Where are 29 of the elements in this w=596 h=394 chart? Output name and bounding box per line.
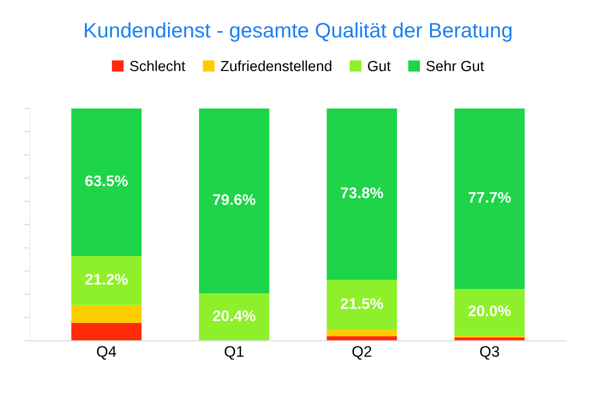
bar bbox=[71, 108, 142, 256]
bar bbox=[454, 288, 525, 336]
x-tick-label: Q2 bbox=[352, 346, 372, 360]
data-label: 20.4% bbox=[213, 310, 256, 322]
bar bbox=[199, 293, 270, 341]
x-tick-label: Q3 bbox=[480, 346, 500, 360]
x-tick-label: Q1 bbox=[224, 346, 244, 360]
data-label: 73.8% bbox=[340, 187, 384, 198]
bar bbox=[71, 305, 142, 323]
data-label: 63.5% bbox=[85, 175, 128, 186]
data-label: 79.6% bbox=[213, 194, 256, 205]
chart-title: Kundendienst - gesamte Qualität der Beratung bbox=[84, 22, 512, 42]
data-label: 20.0% bbox=[468, 306, 511, 316]
data-label: 21.5% bbox=[340, 298, 384, 309]
bar bbox=[71, 322, 142, 341]
bar bbox=[326, 330, 397, 336]
bar bbox=[71, 256, 142, 306]
legend-label: Gut bbox=[368, 60, 391, 72]
x-tick-label: Q4 bbox=[96, 346, 116, 360]
bar bbox=[326, 336, 397, 341]
legend-label: Schlecht bbox=[130, 60, 186, 72]
legend-label: Sehr Gut bbox=[426, 60, 484, 72]
bar bbox=[326, 108, 397, 280]
data-label: 21.2% bbox=[85, 274, 128, 285]
data-label: 77.7% bbox=[468, 192, 511, 203]
bar bbox=[199, 108, 270, 294]
legend-label: Zufriedenstellend bbox=[220, 60, 332, 72]
bar bbox=[326, 280, 397, 330]
bar bbox=[454, 108, 525, 289]
